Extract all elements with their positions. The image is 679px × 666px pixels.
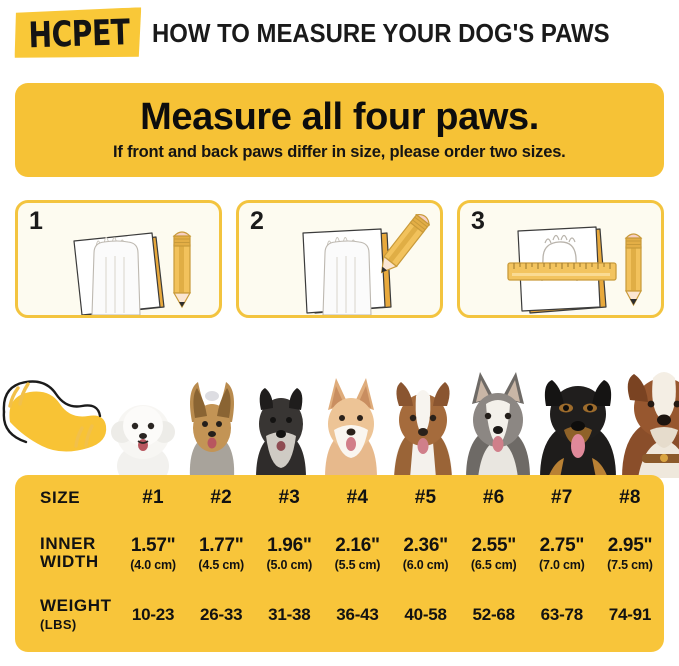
weight-cell-7: 63-78 [540, 605, 584, 624]
size-chart-table: SIZE #1 #2 #3 #4 #5 #6 #7 #8 INNER WIDTH [15, 475, 664, 652]
pencil-icon [380, 213, 431, 274]
row-label-inner-line2: WIDTH [40, 552, 99, 571]
step-card-1: 1 [15, 200, 222, 318]
bone-decoration-icon [2, 380, 107, 452]
row-label-inner-width: INNER WIDTH [15, 521, 119, 585]
instruction-banner: Measure all four paws. If front and back… [15, 83, 664, 177]
dog-photo-row [108, 352, 679, 478]
inner-width-in-6: 2.55" [471, 534, 516, 556]
size-cell-7: #7 [550, 487, 573, 508]
size-table: SIZE #1 #2 #3 #4 #5 #6 #7 #8 INNER WIDTH [15, 475, 664, 645]
inner-width-in-8: 2.95" [607, 534, 653, 556]
row-label-inner-line1: INNER [40, 534, 96, 554]
pencil-icon [172, 231, 192, 309]
tracing-paw-illustration [302, 213, 431, 315]
banner-headline: Measure all four paws. [140, 96, 539, 138]
dog-alaskan-malamute [466, 372, 530, 478]
weight-cell-6: 52-68 [472, 605, 515, 624]
table-row-size: SIZE #1 #2 #3 #4 #5 #6 #7 #8 [15, 475, 664, 521]
weight-cell-1: 10-23 [131, 605, 175, 624]
inner-width-in-5: 2.36" [403, 534, 448, 556]
ruler-measuring-illustration [507, 226, 643, 314]
row-label-weight: WEIGHT (LBS) [15, 585, 119, 645]
inner-width-cell-2: 1.77" (4.5 cm) [187, 521, 255, 585]
inner-width-cell-6: 2.55" (6.5 cm) [460, 521, 528, 585]
inner-width-cm-1: (4.0 cm) [130, 557, 176, 572]
row-label-size: SIZE [40, 488, 81, 508]
inner-width-cm-6: (6.5 cm) [470, 557, 517, 572]
weight-cell-5: 40-58 [404, 605, 447, 624]
step-number-2: 2 [250, 207, 264, 235]
row-label-weight-line1: WEIGHT [40, 596, 112, 616]
size-cell-4: #4 [346, 487, 369, 508]
step-card-2: 2 [236, 200, 443, 318]
page-title: HOW TO MEASURE YOUR DOG'S PAWS [152, 18, 610, 48]
inner-width-cm-2: (4.5 cm) [198, 557, 245, 572]
step-number-1: 1 [29, 207, 43, 235]
inner-width-cm-3: (5.0 cm) [266, 557, 313, 572]
step-cards: 1 [15, 200, 664, 320]
inner-width-cell-7: 2.75" (7.0 cm) [528, 521, 596, 585]
weight-cell-4: 36-43 [336, 605, 379, 624]
inner-width-cell-5: 2.36" (6.0 cm) [392, 521, 460, 585]
paw-on-paper-illustration [73, 231, 192, 315]
size-cell-2: #2 [210, 487, 233, 508]
dog-yorkshire-terrier [189, 382, 235, 478]
inner-width-cell-8: 2.95" (7.5 cm) [596, 521, 664, 585]
inner-width-cm-4: (5.5 cm) [334, 557, 381, 572]
dog-australian-shepherd [394, 382, 452, 478]
inner-width-cell-4: 2.16" (5.5 cm) [323, 521, 391, 585]
inner-width-cm-5: (6.0 cm) [402, 557, 449, 572]
dog-saint-bernard [622, 372, 679, 478]
step-number-3: 3 [471, 207, 485, 235]
inner-width-in-1: 1.57" [130, 534, 176, 556]
inner-width-in-2: 1.77" [198, 534, 244, 556]
size-cell-6: #6 [482, 487, 505, 508]
size-cell-8: #8 [619, 487, 641, 508]
dog-rottweiler [540, 380, 616, 478]
size-cell-5: #5 [414, 487, 437, 508]
weight-cell-8: 74-91 [608, 605, 652, 624]
inner-width-in-4: 2.16" [335, 534, 380, 556]
dog-schnauzer [256, 388, 306, 478]
inner-width-cm-8: (7.5 cm) [607, 557, 653, 572]
dog-shiba-inu [325, 378, 377, 478]
size-cell-1: #1 [142, 487, 164, 508]
inner-width-cell-1: 1.57" (4.0 cm) [119, 521, 187, 585]
row-label-weight-line2: (LBS) [40, 617, 77, 632]
dog-breed-strip [0, 352, 679, 478]
ruler-icon [507, 262, 617, 281]
dog-bichon-frise [111, 405, 175, 478]
table-row-weight: WEIGHT (LBS) 10-23 26-33 31-38 36-43 40-… [15, 585, 664, 645]
table-row-inner-width: INNER WIDTH 1.57" (4.0 cm) 1.77" (4.5 cm… [15, 521, 664, 585]
inner-width-in-3: 1.96" [267, 534, 312, 556]
inner-width-cm-7: (7.0 cm) [538, 557, 585, 572]
weight-cell-3: 31-38 [268, 605, 311, 624]
step-card-3: 3 [457, 200, 664, 318]
pencil-icon [624, 233, 643, 307]
inner-width-in-7: 2.75" [539, 534, 585, 556]
banner-subtext: If front and back paws differ in size, p… [113, 142, 566, 161]
inner-width-cell-3: 1.96" (5.0 cm) [255, 521, 323, 585]
page-header: HCPET HOW TO MEASURE YOUR DOG'S PAWS [0, 0, 679, 66]
weight-cell-2: 26-33 [199, 605, 243, 624]
brand-logo-text: HCPET [27, 11, 131, 57]
size-cell-3: #3 [278, 487, 301, 508]
